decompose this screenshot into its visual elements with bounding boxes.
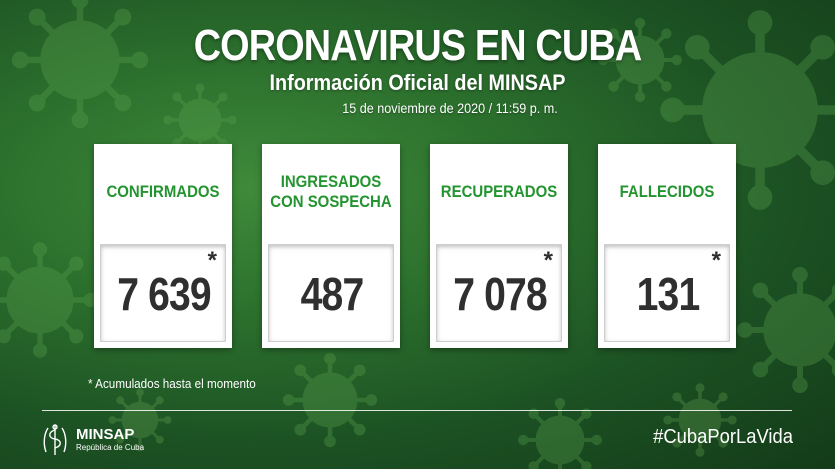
card-ingresados: INGRESADOS CON SOSPECHA 487 [262, 144, 400, 348]
divider [42, 410, 792, 411]
page-subtitle: Información Oficial del MINSAP [269, 70, 566, 95]
footnote: * Acumulados hasta el momento [88, 376, 256, 391]
card-label: CONFIRMADOS [106, 182, 220, 201]
card-value-box: 7 639 * [100, 244, 226, 342]
asterisk-mark: * [207, 247, 217, 274]
header: CORONAVIRUS EN CUBA Información Oficial … [0, 22, 835, 96]
card-label: FALLECIDOS [619, 182, 715, 201]
card-value-box: 7 078 * [436, 244, 562, 342]
card-value-box: 131 * [604, 244, 730, 342]
card-value-box: 487 [268, 244, 394, 342]
logo-text: MINSAP República de Cuba [76, 427, 144, 453]
asterisk-mark: * [711, 247, 721, 274]
card-value: 7 078 [453, 268, 547, 320]
card-value: 487 [300, 268, 365, 320]
card-label: RECUPERADOS [440, 182, 558, 201]
logo-name: MINSAP [76, 426, 135, 443]
report-date: 15 de noviembre de 2020 / 11:59 p. m. [342, 100, 558, 116]
card-value: 131 [636, 268, 701, 320]
card-label: INGRESADOS CON SOSPECHA [270, 172, 392, 211]
card-recuperados: RECUPERADOS 7 078 * [430, 144, 568, 348]
hashtag: #CubaPorLaVida [653, 426, 793, 448]
asterisk-mark: * [543, 247, 553, 274]
minsap-emblem-icon [43, 424, 67, 455]
card-fallecidos: FALLECIDOS 131 * [598, 144, 736, 348]
minsap-logo: MINSAP República de Cuba [40, 420, 144, 460]
card-confirmados: CONFIRMADOS 7 639 * [94, 144, 232, 348]
page-title: CORONAVIRUS EN CUBA [193, 21, 642, 70]
card-value: 7 639 [117, 268, 211, 320]
logo-subtitle: República de Cuba [76, 443, 145, 452]
